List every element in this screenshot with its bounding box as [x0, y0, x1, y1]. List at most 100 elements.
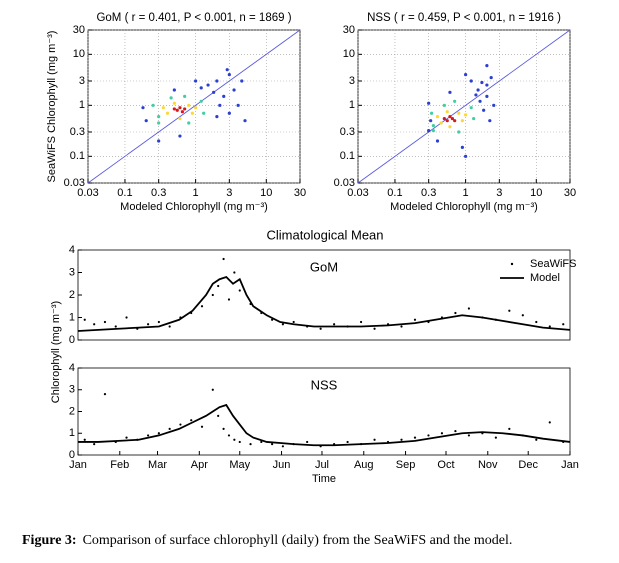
data-dot	[508, 427, 511, 430]
point	[144, 119, 148, 123]
point	[492, 103, 496, 107]
data-dot	[125, 436, 128, 439]
point	[457, 111, 461, 115]
point	[464, 73, 468, 77]
x-tick-label: 10	[260, 187, 272, 199]
point	[450, 116, 454, 121]
point	[187, 121, 191, 125]
x-tick-label: 1	[463, 187, 469, 199]
data-dot	[168, 325, 171, 328]
data-dot	[494, 436, 497, 439]
point	[435, 115, 440, 119]
point	[175, 108, 179, 112]
point	[439, 121, 443, 125]
y-tick-label: 30	[73, 24, 85, 36]
data-dot	[359, 320, 363, 324]
point	[442, 103, 446, 107]
x-tick-label: 30	[294, 187, 306, 199]
point	[460, 145, 464, 149]
axes-frame	[77, 249, 571, 341]
point	[476, 88, 480, 92]
data-dot	[168, 427, 171, 430]
data-dot	[83, 318, 86, 321]
x-tick-label: 0.1	[117, 187, 132, 199]
data-dot	[157, 432, 160, 435]
point	[225, 68, 229, 72]
point	[165, 111, 170, 115]
point	[222, 94, 226, 98]
point	[141, 106, 145, 110]
y-axis-label: SeaWiFS Chlorophyll (mg m⁻³)	[46, 31, 58, 183]
point	[172, 107, 176, 111]
point	[178, 106, 182, 110]
point	[218, 103, 222, 107]
x-axis-label: Modeled Chlorophyll (mg m⁻³)	[390, 201, 538, 213]
data-dot	[373, 327, 376, 330]
point	[442, 116, 446, 121]
point	[178, 134, 182, 138]
one-to-one-line	[87, 29, 301, 184]
data-dot	[200, 305, 204, 308]
data-dot	[233, 271, 236, 274]
y-tick-label: 2	[69, 289, 75, 301]
data-dot	[125, 316, 128, 319]
point	[445, 110, 449, 114]
data-dot	[454, 311, 457, 315]
point	[445, 119, 449, 123]
point	[202, 111, 206, 115]
y-tick-label: 10	[73, 48, 85, 60]
point	[429, 119, 433, 123]
point	[227, 73, 231, 77]
data-dot	[427, 434, 430, 437]
point	[212, 90, 216, 94]
y-tick-label: 3	[69, 266, 75, 278]
chart-title: NSS ( r = 0.459, P < 0.001, n = 1916 )	[367, 12, 561, 24]
point	[206, 83, 210, 87]
point	[469, 106, 473, 110]
point	[215, 79, 219, 83]
x-tick-label: Feb	[110, 459, 129, 471]
y-tick-label: 3	[69, 384, 75, 396]
data-dot	[238, 289, 241, 292]
point	[157, 115, 161, 119]
x-tick-label: Jan	[561, 459, 579, 471]
y-tick-label: 10	[343, 48, 355, 60]
y-tick-label: 4	[69, 362, 75, 374]
point	[464, 113, 468, 117]
data-dot	[103, 320, 107, 324]
data-dot	[227, 298, 231, 301]
point	[172, 101, 176, 105]
x-tick-label: May	[229, 459, 250, 471]
data-dot	[440, 432, 444, 435]
y-tick-label: 0.03	[334, 177, 355, 189]
data-dot	[146, 323, 150, 326]
data-dot	[548, 421, 551, 424]
x-tick-label: 0.03	[347, 187, 368, 199]
caption-text: Comparison of surface chlorophyll (daily…	[82, 533, 513, 548]
data-dot	[281, 323, 284, 326]
panel-label: NSS	[311, 377, 338, 392]
data-dot	[521, 314, 524, 317]
data-dot	[535, 320, 538, 324]
x-tick-label: Oct	[437, 459, 454, 471]
point	[485, 94, 489, 98]
point	[453, 99, 457, 103]
point	[178, 116, 182, 121]
point	[151, 103, 155, 107]
x-axis-label: Modeled Chlorophyll (mg m⁻³)	[120, 201, 268, 213]
x-tick-label: 3	[496, 187, 502, 199]
data-dot	[271, 443, 274, 446]
point	[478, 99, 482, 103]
data-dot	[535, 438, 538, 441]
point	[429, 111, 434, 115]
x-tick-label: Sep	[396, 459, 416, 471]
y-tick-label: 1	[69, 427, 75, 439]
point	[240, 79, 244, 83]
data-dot	[333, 323, 336, 326]
point	[172, 88, 176, 92]
y-tick-label: 2	[69, 405, 75, 417]
point	[180, 110, 184, 114]
point	[215, 115, 219, 119]
chart-title: Climatological Mean	[266, 227, 383, 242]
y-tick-label: 0.3	[340, 126, 355, 138]
